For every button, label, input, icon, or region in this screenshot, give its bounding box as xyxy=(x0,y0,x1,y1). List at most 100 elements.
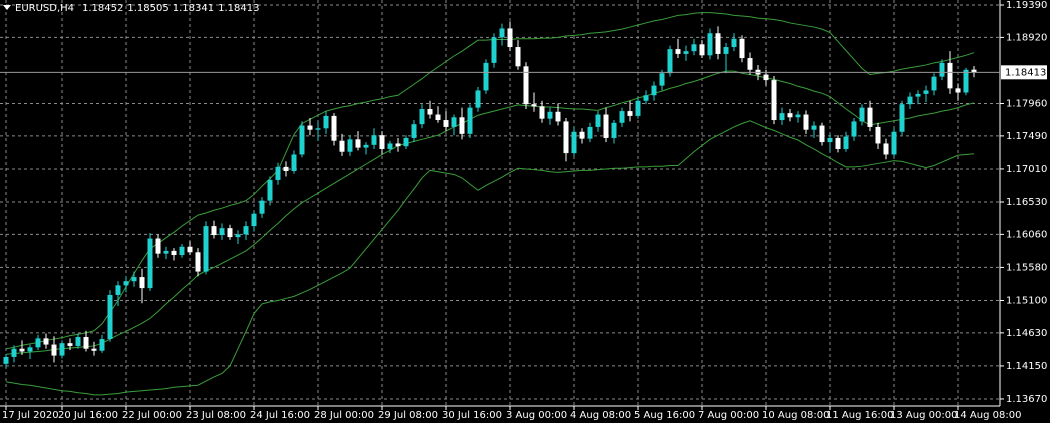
band-line xyxy=(5,12,975,350)
band-line xyxy=(5,70,975,355)
y-tick-label: 1.17960 xyxy=(1006,99,1047,110)
candle-body xyxy=(131,277,137,282)
candle-body xyxy=(35,338,41,348)
candle-body xyxy=(555,111,561,122)
candle-body xyxy=(603,114,609,138)
candle-body xyxy=(467,107,473,134)
x-tick-label: 20 Jul 16:00 xyxy=(58,410,118,421)
candle-body xyxy=(203,226,209,272)
x-tick-label: 3 Aug 00:00 xyxy=(506,410,567,421)
candle-body xyxy=(307,125,313,130)
y-tick-label: 1.15580 xyxy=(1006,262,1047,273)
candle-body xyxy=(667,49,673,74)
candle-body xyxy=(451,117,457,127)
candle-body xyxy=(507,28,513,48)
candle-body xyxy=(731,38,737,48)
x-tick-label: 28 Jul 00:00 xyxy=(314,410,374,421)
candle-body xyxy=(107,294,113,340)
candle-body xyxy=(187,246,193,253)
candle-body xyxy=(419,109,425,125)
candle-body xyxy=(571,131,577,154)
candle-body xyxy=(483,62,489,91)
candle-body xyxy=(771,80,777,121)
candle-body xyxy=(763,74,769,81)
candle-body xyxy=(347,139,353,152)
candle-body xyxy=(339,140,345,152)
candle-body xyxy=(11,348,17,357)
candle-body xyxy=(915,93,921,97)
candle-body xyxy=(211,226,217,236)
candle-body xyxy=(491,37,497,63)
x-tick-label: 11 Aug 16:00 xyxy=(826,410,893,421)
x-tick-label: 5 Aug 16:00 xyxy=(634,410,695,421)
candle-body xyxy=(803,114,809,130)
y-tick-label: 1.19390 xyxy=(1006,0,1047,11)
candle-body xyxy=(427,109,433,115)
candle-body xyxy=(675,49,681,54)
candle-body xyxy=(139,277,145,289)
candle-body xyxy=(955,88,961,93)
candle-body xyxy=(243,226,249,235)
price-label-box xyxy=(1001,65,1047,80)
y-tick-label: 1.15100 xyxy=(1006,295,1047,306)
candle-body xyxy=(691,44,697,52)
price-label: 1.18413 xyxy=(1005,67,1046,78)
candle-body xyxy=(163,250,169,254)
candle-body xyxy=(291,154,297,172)
candle-body xyxy=(19,348,25,352)
candle-body xyxy=(59,343,65,356)
candle-body xyxy=(91,348,97,351)
y-tick-label: 1.16530 xyxy=(1006,197,1047,208)
candle-body xyxy=(459,117,465,134)
menu-arrow[interactable] xyxy=(3,5,11,10)
candle-body xyxy=(563,121,569,154)
candle-body xyxy=(299,125,305,155)
x-tick-label: 4 Aug 08:00 xyxy=(570,410,631,421)
candle-body xyxy=(819,125,825,143)
candle-body xyxy=(715,33,721,54)
candle-body xyxy=(475,90,481,108)
candle-body xyxy=(923,90,929,94)
candle-body xyxy=(523,66,529,105)
candle-body xyxy=(939,62,945,77)
candle-body xyxy=(931,76,937,91)
candle-body xyxy=(963,69,969,93)
candle-body xyxy=(123,281,129,286)
candle-body xyxy=(595,114,601,127)
y-tick-label: 1.16060 xyxy=(1006,229,1047,240)
candle-body xyxy=(27,347,33,352)
y-tick-label: 1.14150 xyxy=(1006,361,1047,372)
candle-body xyxy=(387,143,393,149)
candle-body xyxy=(3,356,9,364)
x-tick-label: 14 Aug 08:00 xyxy=(954,410,1021,421)
candle-body xyxy=(395,143,401,147)
candle-body xyxy=(155,238,161,254)
candle-body xyxy=(75,336,81,346)
candle-body xyxy=(323,115,329,129)
candle-body xyxy=(547,111,553,119)
candle-body xyxy=(435,114,441,121)
candle-body xyxy=(627,111,633,116)
x-tick-label: 13 Aug 00:00 xyxy=(890,410,957,421)
y-tick-label: 1.17490 xyxy=(1006,131,1047,142)
candle-body xyxy=(83,336,89,349)
y-tick-label: 1.14630 xyxy=(1006,328,1047,339)
candle-body xyxy=(275,166,281,180)
candle-body xyxy=(883,143,889,155)
candle-body xyxy=(363,144,369,148)
x-tick-label: 29 Jul 08:00 xyxy=(378,410,438,421)
candle-body xyxy=(835,137,841,149)
candle-body xyxy=(907,96,913,105)
candle-body xyxy=(499,28,505,38)
candle-body xyxy=(195,252,201,272)
x-tick-label: 17 Jul 2020 xyxy=(2,410,59,421)
band-line xyxy=(5,120,975,396)
candle-body xyxy=(827,137,833,143)
candle-body xyxy=(875,126,881,144)
candle-body xyxy=(51,344,57,356)
low-value: 1.18341 xyxy=(173,3,214,14)
candle-body xyxy=(283,166,289,172)
x-tick-label: 30 Jul 16:00 xyxy=(442,410,502,421)
